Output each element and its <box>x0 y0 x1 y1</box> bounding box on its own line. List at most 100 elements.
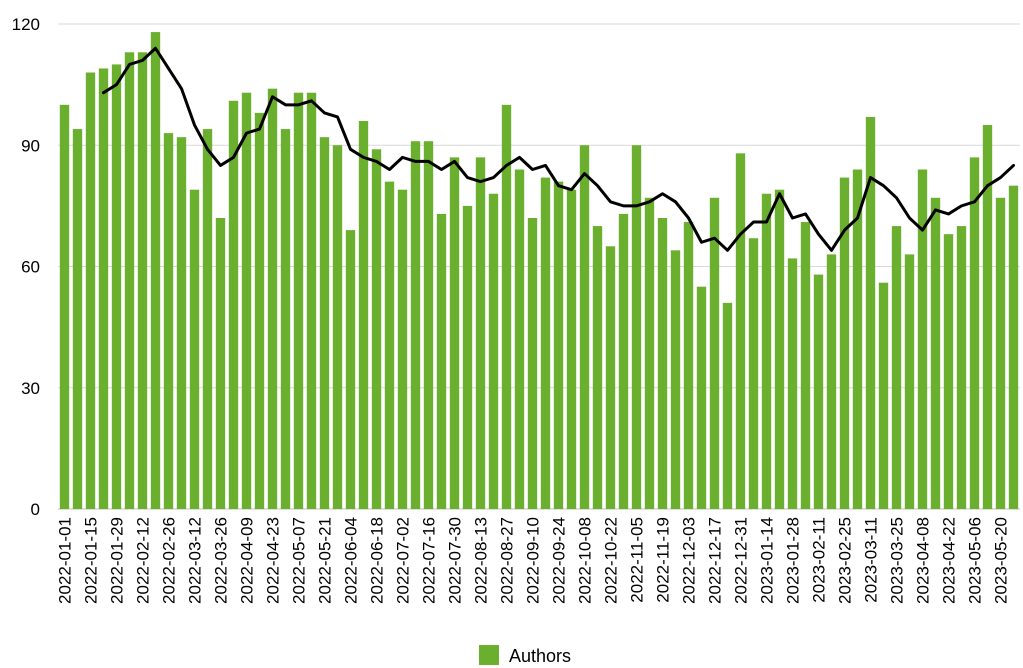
bar <box>618 213 629 509</box>
x-axis: 2022-01-01 2022-01-15 2022-01-29 2022-02-12… <box>56 517 1011 604</box>
bar <box>423 141 434 509</box>
bar <box>163 133 174 510</box>
bars <box>59 32 1019 510</box>
x-tick-label: 2022-02-26 <box>160 517 179 604</box>
bar <box>280 129 291 509</box>
bar <box>527 218 538 509</box>
x-tick-label: 2022-07-30 <box>446 517 465 604</box>
x-tick-label: 2022-10-08 <box>576 517 595 604</box>
x-tick-label: 2022-05-07 <box>290 517 309 604</box>
bar <box>410 141 421 509</box>
bar <box>982 125 993 509</box>
bar <box>696 286 707 509</box>
bar <box>592 226 603 509</box>
bar <box>358 121 369 509</box>
bar <box>267 88 278 510</box>
x-tick-label: 2023-01-28 <box>784 517 803 604</box>
x-tick-label: 2023-04-22 <box>940 517 959 604</box>
y-tick-label: 120 <box>12 15 40 34</box>
bar <box>722 302 733 510</box>
bar <box>176 137 187 510</box>
x-tick-label: 2023-04-08 <box>914 517 933 604</box>
x-tick-label: 2022-09-10 <box>524 517 543 604</box>
x-tick-label: 2023-02-11 <box>810 517 829 603</box>
bar <box>995 197 1006 510</box>
bar <box>124 52 135 509</box>
bar <box>397 189 408 509</box>
bar <box>59 104 70 509</box>
x-tick-label: 2022-08-27 <box>498 517 517 604</box>
bar <box>956 226 967 509</box>
x-tick-label: 2022-12-31 <box>732 517 751 604</box>
x-tick-label: 2022-01-01 <box>56 517 75 604</box>
bar <box>605 246 616 510</box>
bar <box>111 64 122 510</box>
bar <box>137 52 148 509</box>
bar <box>761 193 772 509</box>
x-tick-label: 2022-03-26 <box>212 517 231 604</box>
y-tick-label: 60 <box>21 258 40 277</box>
x-tick-label: 2023-03-25 <box>888 517 907 604</box>
bar <box>319 137 330 510</box>
bar <box>839 177 850 509</box>
x-tick-label: 2022-04-23 <box>264 517 283 604</box>
bar <box>852 169 863 509</box>
x-tick-label: 2022-04-09 <box>238 517 257 604</box>
bar <box>98 68 109 510</box>
bar <box>449 157 460 510</box>
y-axis: 0 30 60 90 120 <box>12 15 40 519</box>
bar <box>566 189 577 509</box>
bar <box>254 112 265 510</box>
y-tick-label: 90 <box>21 136 40 155</box>
bar <box>631 145 642 509</box>
x-tick-label: 2023-05-20 <box>992 517 1011 604</box>
bar <box>189 189 200 509</box>
bar <box>371 149 382 510</box>
x-tick-label: 2023-01-14 <box>758 517 777 604</box>
bar <box>826 254 837 510</box>
x-tick-label: 2022-11-05 <box>628 517 647 603</box>
x-tick-label: 2022-07-02 <box>394 517 413 604</box>
bar <box>215 218 226 509</box>
x-tick-label: 2022-07-16 <box>420 517 439 604</box>
x-tick-label: 2022-01-15 <box>82 517 101 604</box>
x-tick-label: 2022-12-17 <box>706 517 725 604</box>
legend: Authors <box>479 645 571 666</box>
bar <box>1008 185 1019 510</box>
bar <box>306 92 317 510</box>
x-tick-label: 2023-03-11 <box>862 517 881 603</box>
x-tick-label: 2022-11-19 <box>654 517 673 603</box>
bar <box>878 282 889 509</box>
bar <box>241 92 252 510</box>
bar <box>787 258 798 509</box>
bar <box>683 222 694 510</box>
bar <box>553 181 564 510</box>
y-tick-label: 0 <box>31 500 40 519</box>
bar <box>514 169 525 509</box>
bar <box>436 213 447 509</box>
bar <box>475 157 486 510</box>
bar <box>748 238 759 509</box>
moving-average-line <box>102 46 1015 252</box>
bar <box>202 129 213 509</box>
bar <box>644 197 655 510</box>
bar <box>735 153 746 509</box>
x-tick-label: 2022-10-22 <box>602 517 621 604</box>
bar <box>462 205 473 510</box>
x-tick-label: 2022-01-29 <box>108 517 127 604</box>
bar <box>774 189 785 509</box>
x-tick-label: 2022-02-12 <box>134 517 153 604</box>
bar <box>943 234 954 510</box>
x-tick-label: 2022-05-21 <box>316 517 335 604</box>
bar <box>293 92 304 510</box>
bar <box>904 254 915 510</box>
bar <box>657 218 668 509</box>
bar <box>917 169 928 509</box>
bar <box>332 145 343 509</box>
x-tick-label: 2022-12-03 <box>680 517 699 604</box>
bar <box>930 197 941 510</box>
bar <box>488 193 499 509</box>
x-tick-label: 2022-03-12 <box>186 517 205 604</box>
